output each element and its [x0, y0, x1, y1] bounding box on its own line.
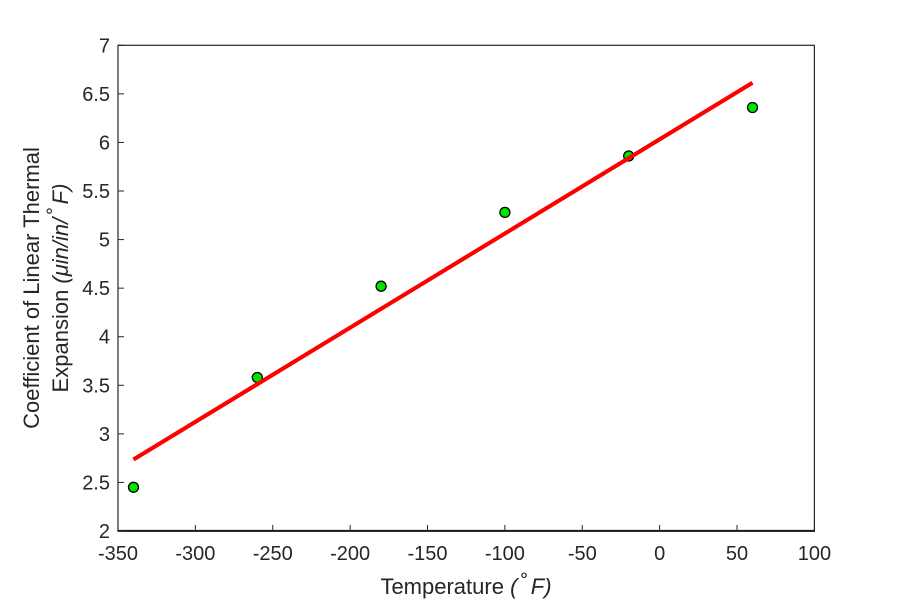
svg-text:-250: -250	[253, 543, 293, 565]
svg-text:-100: -100	[485, 543, 525, 565]
svg-text:2: 2	[99, 521, 110, 543]
svg-text:-150: -150	[407, 543, 447, 565]
svg-text:-350: -350	[98, 543, 138, 565]
svg-text:3.5: 3.5	[82, 375, 110, 397]
svg-text:50: 50	[726, 543, 748, 565]
svg-text:-50: -50	[568, 543, 597, 565]
svg-text:5: 5	[99, 230, 110, 252]
svg-text:Coefficient of Linear Thermal: Coefficient of Linear Thermal	[19, 147, 44, 429]
svg-text:4: 4	[99, 327, 110, 349]
svg-text:7: 7	[99, 35, 110, 57]
svg-text:100: 100	[798, 543, 831, 565]
svg-text:Temperature (⚬F): Temperature (⚬F)	[380, 568, 551, 599]
svg-text:-200: -200	[330, 543, 370, 565]
svg-text:4.5: 4.5	[82, 278, 110, 300]
svg-text:6.5: 6.5	[82, 84, 110, 106]
svg-text:-300: -300	[175, 543, 215, 565]
svg-text:Expansion (μin/in/⚬F): Expansion (μin/in/⚬F)	[42, 184, 73, 393]
svg-text:0: 0	[654, 543, 665, 565]
svg-text:2.5: 2.5	[82, 472, 110, 494]
svg-text:5.5: 5.5	[82, 181, 110, 203]
svg-text:6: 6	[99, 132, 110, 154]
svg-text:3: 3	[99, 424, 110, 446]
